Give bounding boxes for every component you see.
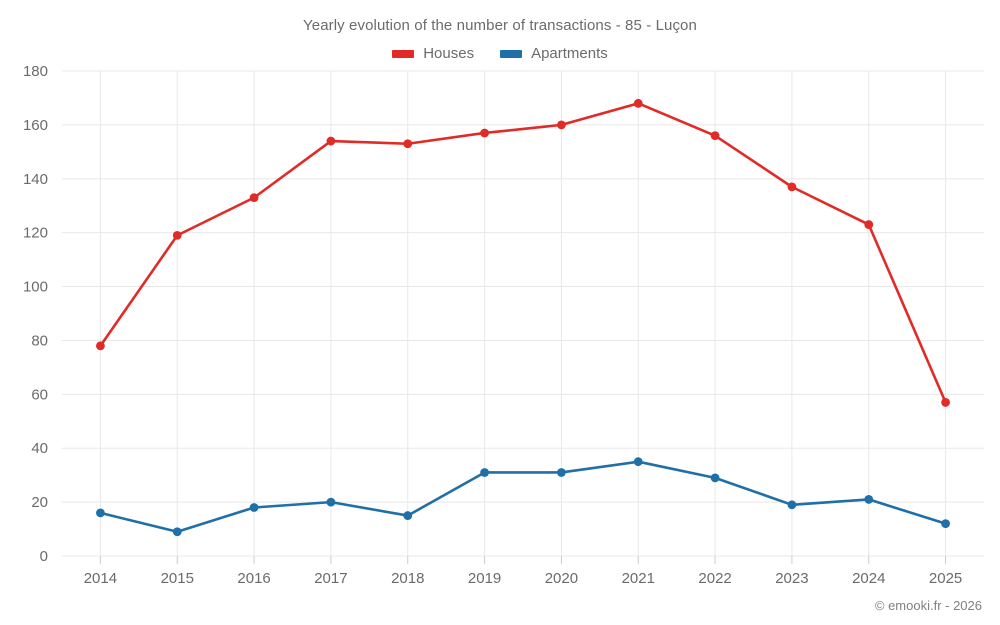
data-point[interactable] [480,128,489,138]
data-point[interactable] [941,398,950,407]
data-point[interactable] [557,468,566,477]
chart-legend: Houses Apartments [0,45,1000,62]
y-axis-tick-label: 120 [23,225,48,242]
chart-title: Yearly evolution of the number of transa… [303,17,697,34]
data-point[interactable] [249,503,259,512]
data-point[interactable] [96,341,105,351]
data-point[interactable] [172,230,182,240]
x-axis-tick-label: 2025 [929,570,962,587]
legend-swatch-icon [500,49,523,58]
y-axis-tick-label: 20 [31,494,48,511]
x-axis-tick-label: 2015 [161,570,194,587]
y-axis-tick-label: 100 [23,279,48,296]
data-point[interactable] [326,497,336,507]
data-point[interactable] [633,98,643,108]
data-point[interactable] [249,193,259,203]
legend-item-houses[interactable]: Houses [392,45,474,62]
data-point[interactable] [941,519,950,529]
series-line-houses [99,102,947,404]
data-point[interactable] [326,136,336,146]
legend-label: Apartments [531,45,608,62]
x-axis-tick-label: 2018 [391,570,424,587]
y-axis-tick-label: 140 [23,171,48,188]
data-point[interactable] [480,468,489,477]
data-point[interactable] [787,182,797,192]
data-point[interactable] [96,508,105,518]
x-axis-tick-label: 2021 [622,570,655,587]
y-axis-tick-label: 40 [31,440,48,457]
data-point[interactable] [787,500,797,510]
legend-swatch-icon [392,49,415,58]
data-point[interactable] [864,220,874,229]
x-axis-tick-label: 2024 [852,570,885,587]
data-point[interactable] [633,457,643,467]
data-point[interactable] [403,511,413,520]
x-axis-tick-label: 2017 [314,570,347,587]
x-axis-tick-label: 2022 [698,570,731,587]
y-axis-tick-label: 0 [40,548,48,565]
footer-credit: © emooki.fr - 2026 [874,598,982,613]
data-point[interactable] [864,495,874,504]
data-point[interactable] [710,131,720,141]
x-axis-tick-label: 2023 [775,570,808,587]
y-axis-tick-label: 80 [31,332,48,349]
y-axis-tick-label: 60 [31,386,48,403]
data-point[interactable] [557,120,566,130]
y-axis-tick-label: 160 [23,117,48,134]
data-point[interactable] [403,139,413,149]
data-point[interactable] [172,527,182,537]
legend-label: Houses [423,45,475,62]
x-axis-tick-label: 2014 [84,570,117,587]
x-axis-tick-label: 2019 [468,570,501,587]
y-axis-tick-label: 180 [23,63,48,80]
x-axis-tick-label: 2016 [237,570,270,587]
data-point[interactable] [710,473,720,483]
legend-item-apartments[interactable]: Apartments [500,45,608,62]
series-line-apartments [99,460,947,534]
x-axis-tick-label: 2020 [545,570,578,587]
